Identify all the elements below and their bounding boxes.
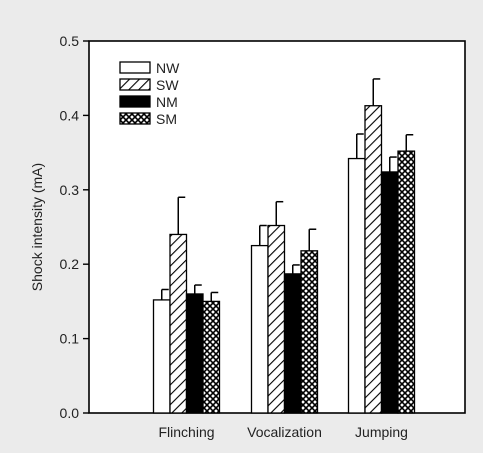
- x-category-label: Vocalization: [247, 424, 322, 440]
- y-axis-label: Shock intensity (mA): [29, 163, 45, 291]
- bar-sw-vocalization: [267, 224, 286, 414]
- legend-swatch-nw: [119, 61, 151, 74]
- x-category-label: Jumping: [355, 424, 408, 440]
- bar-sw-jumping: [364, 105, 383, 414]
- legend-label-sm: SM: [156, 111, 177, 127]
- bar-nm-vocalization: [283, 273, 302, 414]
- bar-sm-flinching: [202, 300, 221, 414]
- legend-label-nw: NW: [156, 60, 180, 76]
- bar-nm-flinching: [185, 293, 204, 414]
- legend-swatch-nm: [119, 95, 151, 108]
- bar-nw-flinching: [152, 299, 171, 414]
- bar-nw-jumping: [347, 157, 366, 414]
- y-tick-label: 0.5: [60, 33, 80, 49]
- bar-nw-vocalization: [250, 244, 269, 414]
- bar-sm-vocalization: [300, 250, 319, 414]
- y-tick-label: 0.4: [60, 107, 80, 123]
- legend-label-sw: SW: [156, 77, 179, 93]
- legend-label-nm: NM: [156, 94, 178, 110]
- y-tick-label: 0.0: [60, 405, 80, 421]
- x-category-label: Flinching: [158, 424, 214, 440]
- legend-swatch-sw: [119, 78, 151, 91]
- y-tick-label: 0.2: [60, 256, 80, 272]
- y-tick-label: 0.3: [60, 182, 80, 198]
- bar-nm-jumping: [380, 171, 399, 414]
- legend-swatch-sm: [119, 112, 151, 125]
- bar-sm-jumping: [397, 150, 416, 414]
- y-tick-label: 0.1: [60, 331, 80, 347]
- bar-sw-flinching: [169, 233, 188, 414]
